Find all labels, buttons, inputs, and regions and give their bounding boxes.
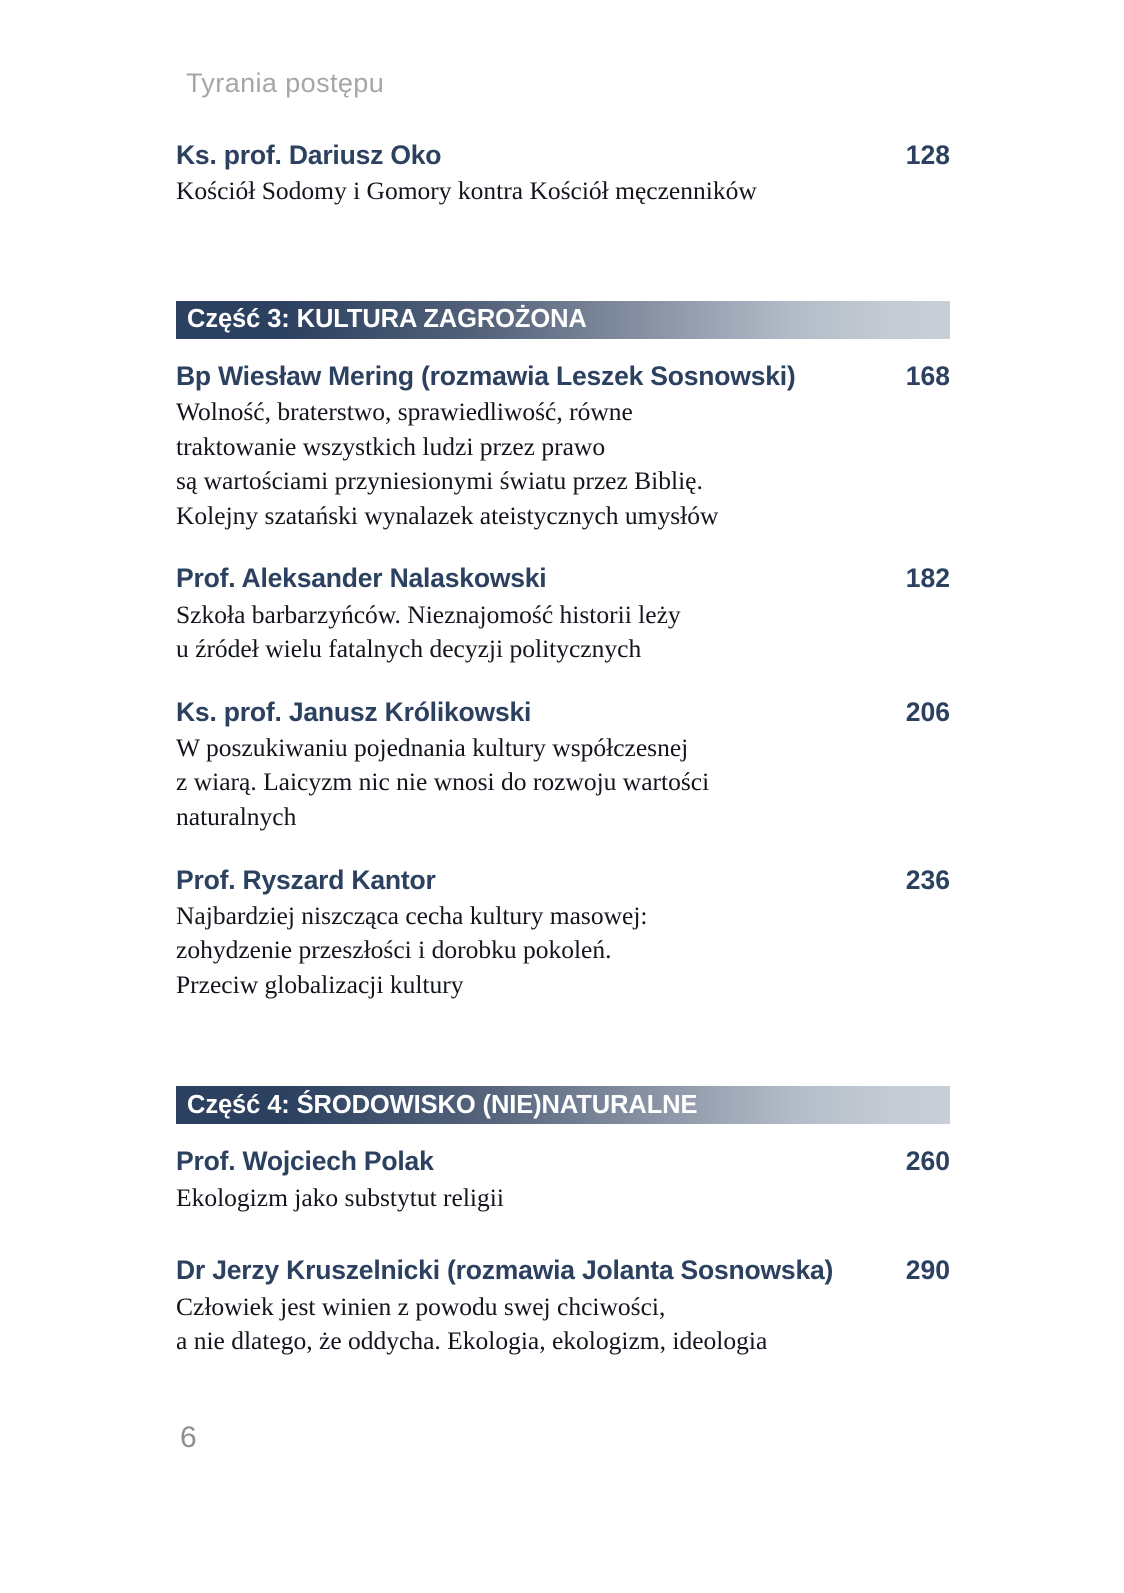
spacer: [176, 209, 950, 301]
toc-entry-page-number[interactable]: 260: [905, 1146, 950, 1177]
spacer: [176, 1124, 950, 1146]
toc-entry[interactable]: Bp Wiesław Mering (rozmawia Leszek Sosno…: [176, 361, 950, 533]
spacer: [176, 667, 950, 697]
toc-subtitle-line: Ekologizm jako substytut religii: [176, 1182, 504, 1212]
spacer: [176, 533, 950, 563]
toc-entry-subtitle: Wolność, braterstwo, sprawiedliwość, rów…: [176, 395, 950, 533]
toc-entry-head: Bp Wiesław Mering (rozmawia Leszek Sosno…: [176, 361, 950, 392]
toc-entry-subtitle: Szkoła barbarzyńców. Nieznajomość histor…: [176, 598, 950, 667]
part-section-label: Część 3: KULTURA ZAGROŻONA: [187, 305, 587, 334]
toc-entry-head: Dr Jerzy Kruszelnicki (rozmawia Jolanta …: [176, 1255, 950, 1286]
toc-subtitle-line: zohydzenie przeszłości i dorobku pokoleń…: [176, 935, 612, 965]
toc-entry[interactable]: Prof. Ryszard Kantor 236 Najbardziej nis…: [176, 865, 950, 1003]
toc-entry[interactable]: Prof. Wojciech Polak 260 Ekologizm jako …: [176, 1146, 950, 1215]
toc-entry-head: Ks. prof. Janusz Królikowski 206: [176, 697, 950, 728]
toc-entry-page-number[interactable]: 290: [905, 1255, 950, 1286]
toc-entry-author[interactable]: Ks. prof. Dariusz Oko: [176, 140, 442, 170]
toc-entry-subtitle: Najbardziej niszcząca cecha kultury maso…: [176, 899, 950, 1003]
toc-entry[interactable]: Ks. prof. Janusz Królikowski 206 W poszu…: [176, 697, 950, 835]
toc-subtitle-line: W poszukiwaniu pojednania kultury współc…: [176, 732, 689, 762]
toc-entry-author[interactable]: Dr Jerzy Kruszelnicki (rozmawia Jolanta …: [176, 1255, 834, 1286]
toc-entry-head: Prof. Aleksander Nalaskowski 182: [176, 563, 950, 594]
toc-entry[interactable]: Dr Jerzy Kruszelnicki (rozmawia Jolanta …: [176, 1255, 950, 1358]
spacer: [176, 1002, 950, 1086]
toc-subtitle-line: z wiarą. Laicyzm nic nie wnosi do rozwoj…: [176, 767, 710, 797]
toc-subtitle-line: naturalnych: [176, 801, 297, 831]
toc-entry-subtitle: Kościół Sodomy i Gomory kontra Kościół m…: [176, 174, 950, 209]
toc-entry-page-number[interactable]: 182: [905, 563, 950, 594]
toc-subtitle-line: są wartościami przyniesionymi światu prz…: [176, 466, 703, 496]
spacer: [176, 1215, 950, 1255]
toc-entry-page-number[interactable]: 128: [905, 140, 950, 170]
part-section-bar-3: Część 3: KULTURA ZAGROŻONA: [176, 300, 950, 339]
toc-subtitle-line: Kolejny szatański wynalazek ateistycznyc…: [176, 500, 719, 530]
toc-subtitle-line: u źródeł wielu fatalnych decyzji polityc…: [176, 634, 642, 664]
toc-subtitle-line: Najbardziej niszcząca cecha kultury maso…: [176, 900, 648, 930]
toc-subtitle-line: Wolność, braterstwo, sprawiedliwość, rów…: [176, 397, 633, 427]
toc-subtitle-line: Szkoła barbarzyńców. Nieznajomość histor…: [176, 599, 681, 629]
toc-entry-subtitle: Ekologizm jako substytut religii: [176, 1181, 950, 1216]
spacer: [176, 835, 950, 865]
toc-entry-head: Prof. Ryszard Kantor 236: [176, 865, 950, 896]
toc-entry-author[interactable]: Bp Wiesław Mering (rozmawia Leszek Sosno…: [176, 360, 796, 391]
toc-content: Ks. prof. Dariusz Oko 128 Kościół Sodomy…: [176, 140, 950, 1359]
toc-entry-page-number[interactable]: 168: [905, 360, 950, 391]
toc-subtitle-line: a nie dlatego, że oddycha. Ekologia, eko…: [176, 1326, 768, 1356]
toc-entry-author[interactable]: Prof. Aleksander Nalaskowski: [176, 563, 547, 594]
toc-entry-subtitle: W poszukiwaniu pojednania kultury współc…: [176, 731, 950, 835]
toc-entry-head: Ks. prof. Dariusz Oko 128: [176, 140, 950, 171]
running-header-title: Tyrania postępu: [186, 68, 385, 98]
spacer: [176, 339, 950, 361]
toc-entry[interactable]: Prof. Aleksander Nalaskowski 182 Szkoła …: [176, 563, 950, 666]
toc-entry-author[interactable]: Prof. Wojciech Polak: [176, 1146, 434, 1177]
toc-subtitle-line: Człowiek jest winien z powodu swej chciw…: [176, 1291, 666, 1321]
toc-entry-author[interactable]: Ks. prof. Janusz Królikowski: [176, 696, 532, 727]
toc-subtitle-line: Kościół Sodomy i Gomory kontra Kościół m…: [176, 176, 757, 206]
toc-entry-page-number[interactable]: 236: [905, 864, 950, 895]
toc-entry-subtitle: Człowiek jest winien z powodu swej chciw…: [176, 1290, 950, 1359]
part-section-bar-4: Część 4: ŚRODOWISKO (NIE)NATURALNE: [176, 1086, 950, 1125]
toc-entry[interactable]: Ks. prof. Dariusz Oko 128 Kościół Sodomy…: [176, 140, 950, 209]
part-section-label: Część 4: ŚRODOWISKO (NIE)NATURALNE: [187, 1090, 698, 1119]
toc-subtitle-line: Przeciw globalizacji kultury: [176, 969, 464, 999]
toc-entry-author[interactable]: Prof. Ryszard Kantor: [176, 864, 436, 895]
page-number-folio: 6: [180, 1421, 197, 1454]
toc-entry-head: Prof. Wojciech Polak 260: [176, 1146, 950, 1177]
toc-subtitle-line: traktowanie wszystkich ludzi przez prawo: [176, 431, 606, 461]
toc-entry-page-number[interactable]: 206: [905, 696, 950, 727]
